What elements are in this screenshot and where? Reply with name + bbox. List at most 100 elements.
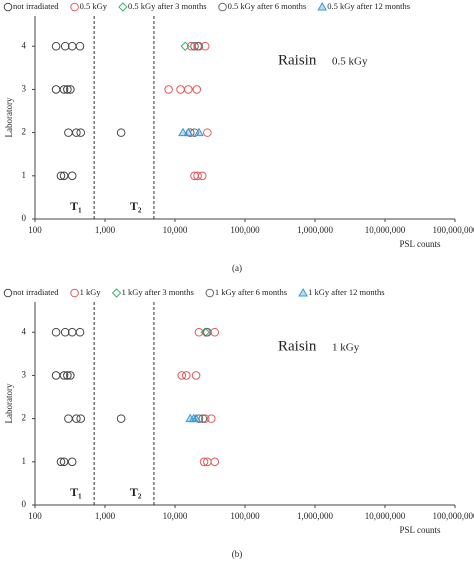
legend-marker bbox=[298, 287, 308, 297]
data-point bbox=[203, 128, 212, 137]
threshold-label: T₂ bbox=[130, 199, 142, 213]
y-axis-label: Laboratory bbox=[4, 97, 14, 137]
x-tick-label: 100 bbox=[28, 225, 42, 235]
legend-marker bbox=[205, 288, 215, 298]
legend-marker bbox=[317, 1, 328, 11]
data-point bbox=[199, 457, 209, 467]
x-tick-label: 1,000,000 bbox=[297, 225, 334, 235]
y-tick-label: 0 bbox=[22, 213, 27, 223]
data-point bbox=[51, 327, 61, 337]
y-tick-label: 3 bbox=[22, 83, 27, 93]
data-point bbox=[210, 327, 220, 337]
data-point bbox=[193, 171, 202, 181]
y-tick-label: 4 bbox=[22, 326, 27, 336]
data-point bbox=[198, 414, 208, 423]
x-tick-label: 10,000,000 bbox=[365, 225, 406, 235]
x-tick-label: 100,000,000 bbox=[433, 225, 474, 235]
caption: (a) bbox=[232, 263, 242, 273]
annotation-title: Raisin bbox=[278, 338, 317, 354]
data-point bbox=[67, 327, 77, 337]
data-point bbox=[51, 371, 61, 380]
data-point bbox=[116, 414, 126, 423]
data-point bbox=[66, 85, 75, 94]
caption: (b) bbox=[232, 549, 243, 559]
y-axis-label: Laboratory bbox=[4, 383, 14, 423]
x-tick-label: 100,000 bbox=[230, 225, 260, 235]
legend-label: 1 kGy after 12 months bbox=[308, 287, 385, 297]
data-point bbox=[63, 85, 72, 94]
data-point bbox=[200, 414, 210, 423]
annotation-dose: 0.5 kGy bbox=[332, 56, 368, 68]
x-tick-label: 100 bbox=[28, 511, 42, 521]
data-point bbox=[192, 85, 202, 94]
legend-marker bbox=[70, 2, 79, 12]
x-tick-label: 1,000 bbox=[95, 511, 116, 521]
data-point bbox=[75, 41, 85, 51]
y-tick-label: 3 bbox=[22, 369, 27, 379]
data-point bbox=[66, 371, 75, 380]
data-point bbox=[164, 85, 173, 94]
annotation-dose: 1 kGy bbox=[332, 342, 360, 354]
data-point bbox=[64, 128, 73, 137]
data-point bbox=[59, 371, 69, 380]
legend-label: 1 kGy after 3 months bbox=[122, 287, 194, 297]
data-point bbox=[116, 128, 126, 137]
data-point bbox=[191, 371, 201, 380]
legend-marker bbox=[3, 288, 13, 298]
legend-marker bbox=[111, 288, 122, 298]
data-point bbox=[184, 85, 193, 94]
data-point bbox=[60, 327, 70, 337]
data-point bbox=[76, 414, 86, 423]
y-tick-label: 0 bbox=[22, 499, 27, 509]
data-point bbox=[181, 371, 191, 380]
data-point bbox=[51, 41, 61, 51]
legend-label: 0.5 kGy bbox=[80, 1, 108, 11]
data-point bbox=[59, 171, 69, 181]
data-point bbox=[203, 327, 212, 337]
data-point bbox=[56, 457, 66, 467]
data-point bbox=[177, 371, 187, 380]
y-tick-label: 1 bbox=[22, 170, 27, 180]
legend-marker bbox=[118, 2, 128, 12]
y-tick-label: 4 bbox=[22, 40, 27, 50]
x-tick-label: 100,000,000 bbox=[433, 511, 474, 521]
data-point bbox=[59, 457, 69, 467]
x-axis-label: PSL counts bbox=[400, 239, 441, 249]
data-point bbox=[197, 171, 207, 181]
data-point bbox=[56, 171, 66, 181]
data-point bbox=[72, 128, 81, 137]
x-tick-label: 1,000,000 bbox=[297, 511, 334, 521]
data-point bbox=[51, 85, 61, 94]
legend-label: 0.5 kGy after 6 months bbox=[228, 1, 307, 11]
x-tick-label: 10,000,000 bbox=[365, 511, 406, 521]
data-point bbox=[75, 327, 85, 337]
data-point bbox=[67, 41, 77, 51]
data-point bbox=[183, 127, 194, 137]
legend-marker bbox=[3, 2, 13, 12]
x-axis-label: PSL counts bbox=[400, 525, 441, 535]
data-point bbox=[194, 414, 204, 423]
threshold-label: T₂ bbox=[130, 485, 142, 499]
data-point bbox=[210, 457, 220, 467]
data-point bbox=[67, 171, 77, 181]
data-point bbox=[200, 327, 210, 337]
data-point bbox=[200, 41, 210, 51]
data-point bbox=[180, 41, 190, 51]
data-point bbox=[176, 85, 185, 94]
legend-label: 0.5 kGy after 3 months bbox=[128, 1, 207, 11]
data-point bbox=[76, 128, 86, 137]
legend-label: 1 kGy bbox=[80, 287, 102, 297]
data-point bbox=[63, 371, 72, 380]
legend-label: not irradiated bbox=[13, 287, 59, 297]
data-point bbox=[64, 414, 73, 423]
y-tick-label: 2 bbox=[22, 127, 27, 137]
data-point bbox=[60, 41, 70, 51]
legend-marker bbox=[70, 288, 79, 298]
legend-marker bbox=[218, 2, 227, 12]
data-point bbox=[194, 41, 204, 51]
x-tick-label: 10,000 bbox=[163, 225, 188, 235]
legend-label: not irradiated bbox=[13, 1, 59, 11]
x-tick-label: 10,000 bbox=[163, 511, 188, 521]
y-tick-label: 1 bbox=[22, 456, 27, 466]
